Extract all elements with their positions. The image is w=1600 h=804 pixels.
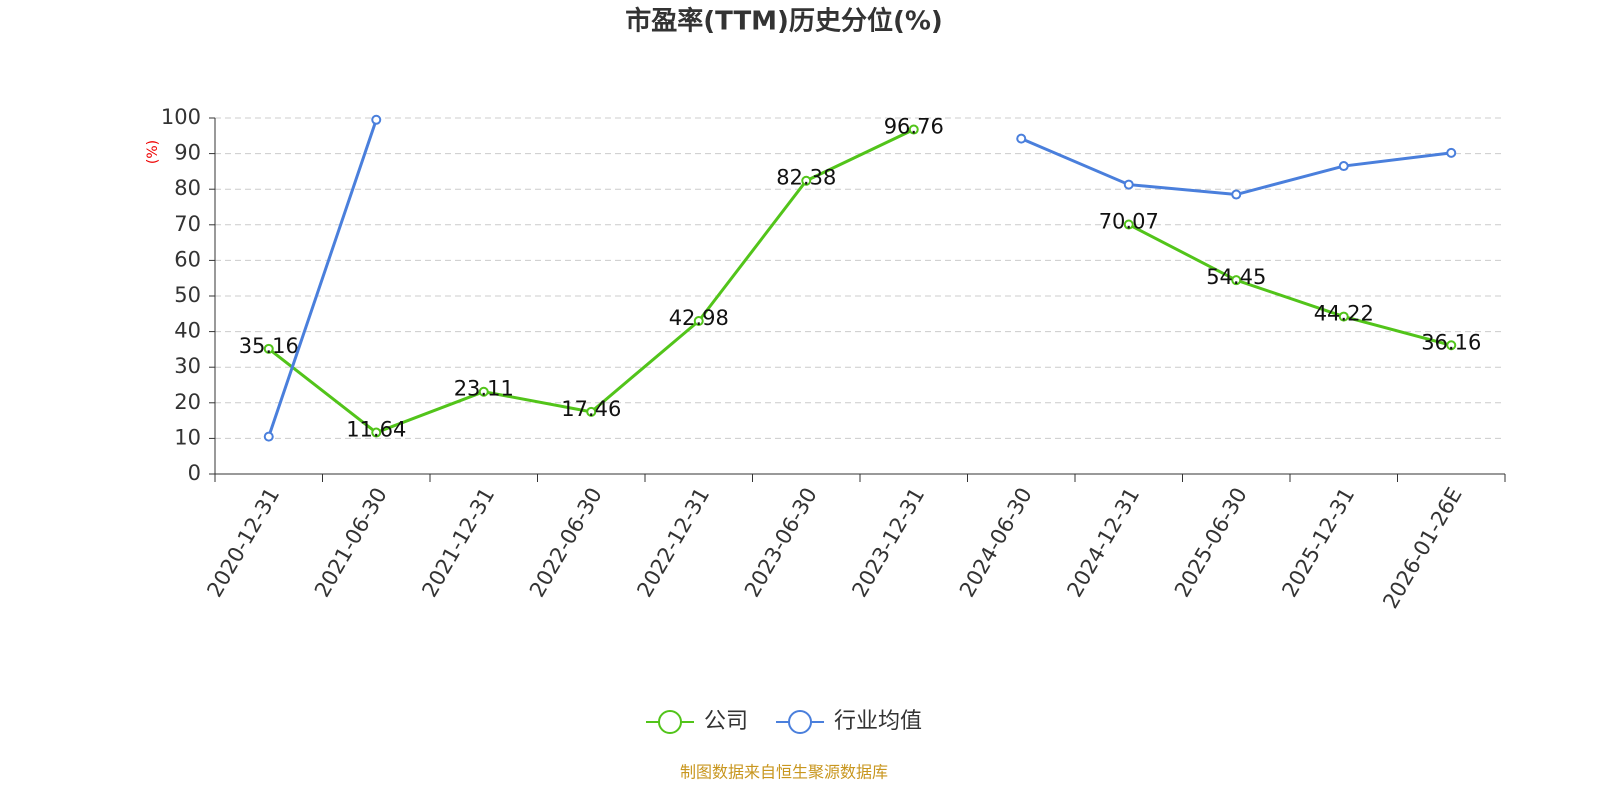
legend-marker — [788, 710, 813, 734]
x-tick-label: 2025-12-31 — [1277, 484, 1359, 602]
y-tick-label: 10 — [174, 425, 201, 449]
y-tick-label: 60 — [174, 247, 201, 271]
y-tick-label: 40 — [174, 319, 201, 343]
data-label: 44.22 — [1314, 302, 1374, 326]
point — [371, 427, 382, 438]
x-tick-label: 2020-12-31 — [202, 484, 284, 602]
y-tick-label: 70 — [174, 212, 201, 236]
data-label: 36.16 — [1421, 330, 1481, 354]
x-tick-label: 2024-12-31 — [1062, 484, 1144, 602]
series-line — [267, 119, 1452, 438]
point — [1231, 275, 1242, 286]
chart-title: 市盈率(TTM)历史分位(%) — [625, 6, 943, 37]
y-tick-label: 0 — [188, 461, 201, 485]
y-tick-label: 80 — [174, 176, 201, 200]
legend-label: 公司 — [704, 709, 748, 734]
y-tick-label: 30 — [174, 354, 201, 378]
data-label: 11.64 — [346, 418, 406, 442]
point — [586, 406, 597, 417]
point — [1338, 161, 1349, 172]
point — [1016, 133, 1027, 144]
data-label: 54.45 — [1206, 265, 1266, 289]
point — [1123, 219, 1134, 230]
data-label: 70.07 — [1099, 210, 1159, 234]
data-label: 35.16 — [239, 334, 299, 358]
point — [263, 343, 274, 354]
y-tick-label: 50 — [174, 283, 201, 307]
x-tick-label: 2022-12-31 — [632, 484, 714, 602]
point — [1231, 189, 1242, 200]
point — [1338, 311, 1349, 322]
legend-label: 行业均值 — [834, 709, 922, 734]
point — [371, 114, 382, 125]
x-tick-label: 2025-06-30 — [1170, 484, 1252, 602]
point — [1446, 147, 1457, 158]
x-tick-label: 2023-12-31 — [847, 484, 929, 602]
x-tick-label: 2021-12-31 — [417, 484, 499, 602]
data-label: 17.46 — [561, 397, 621, 421]
point — [1123, 179, 1134, 190]
x-tick-label: 2022-06-30 — [525, 484, 607, 602]
point — [693, 315, 704, 326]
series-line — [267, 128, 1452, 435]
data-label: 82.38 — [776, 166, 836, 190]
x-tick-label: 2023-06-30 — [740, 484, 822, 602]
y-tick-label: 90 — [174, 141, 201, 165]
point — [908, 124, 919, 135]
x-tick-label: 2026-01-26E — [1378, 484, 1466, 613]
y-tick-label: 20 — [174, 390, 201, 414]
y-axis-label: (%) — [145, 140, 161, 164]
point — [478, 386, 489, 397]
data-label: 96.76 — [884, 115, 944, 139]
point — [801, 175, 812, 186]
y-tick-label: 100 — [161, 105, 201, 129]
point — [263, 431, 274, 442]
source-note: 制图数据来自恒生聚源数据库 — [680, 763, 888, 782]
data-label: 23.11 — [454, 377, 514, 401]
point — [1446, 340, 1457, 351]
legend-marker — [658, 710, 682, 734]
x-tick-label: 2021-06-30 — [310, 484, 392, 602]
data-label: 42.98 — [669, 306, 729, 330]
x-tick-label: 2024-06-30 — [955, 484, 1037, 602]
